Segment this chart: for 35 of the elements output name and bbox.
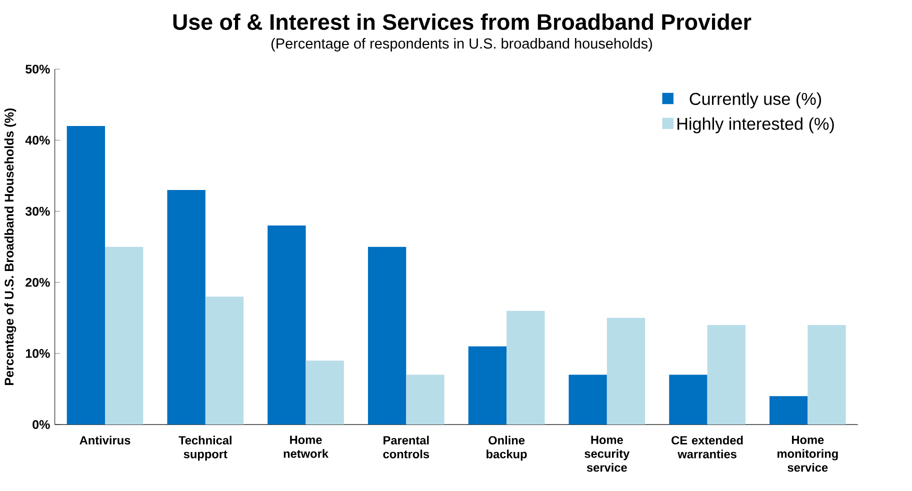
y-tick-label: 10%	[26, 349, 50, 358]
bar	[769, 396, 808, 425]
x-tick-label: Online backup	[486, 436, 527, 461]
bar	[568, 374, 607, 425]
x-tick-label: Technical support	[178, 436, 232, 461]
chart-title: Use of & Interest in Services from Broadband Provider	[173, 13, 752, 30]
legend-label: Currently use (%)	[690, 92, 822, 108]
bar	[606, 318, 646, 425]
bar	[506, 310, 545, 425]
bar	[368, 246, 406, 425]
y-tick-label: 30%	[25, 206, 50, 216]
bar	[669, 374, 708, 425]
bar	[66, 126, 106, 425]
bar	[306, 360, 344, 425]
x-tick-label: Antivirus	[80, 436, 130, 444]
bar	[268, 225, 306, 425]
bar	[167, 190, 206, 425]
x-tick-label: CE extended warranties	[672, 436, 743, 458]
bar	[105, 246, 144, 425]
bar	[205, 296, 244, 425]
y-tick-label: 40%	[25, 136, 50, 145]
y-tick-label: 0%	[32, 420, 50, 429]
bar	[808, 325, 846, 425]
bar	[406, 374, 444, 425]
bar	[707, 325, 746, 425]
chart-subtitle: (Percentage of respondents in U.S. broadband households)	[271, 38, 652, 52]
x-tick-label: Home network	[284, 436, 329, 458]
y-tick-label: 50%	[26, 64, 50, 74]
bar	[468, 346, 507, 425]
y-axis-title: Percentage of U.S. Broadband Households (%)	[4, 108, 16, 385]
x-tick-label: Parental controls	[383, 436, 430, 458]
y-tick-label: 20%	[26, 278, 50, 287]
x-tick-label: Home security service	[584, 436, 630, 472]
legend-label: Highly interested (%)	[678, 117, 834, 134]
x-tick-label: Home monitoring service	[778, 436, 838, 472]
